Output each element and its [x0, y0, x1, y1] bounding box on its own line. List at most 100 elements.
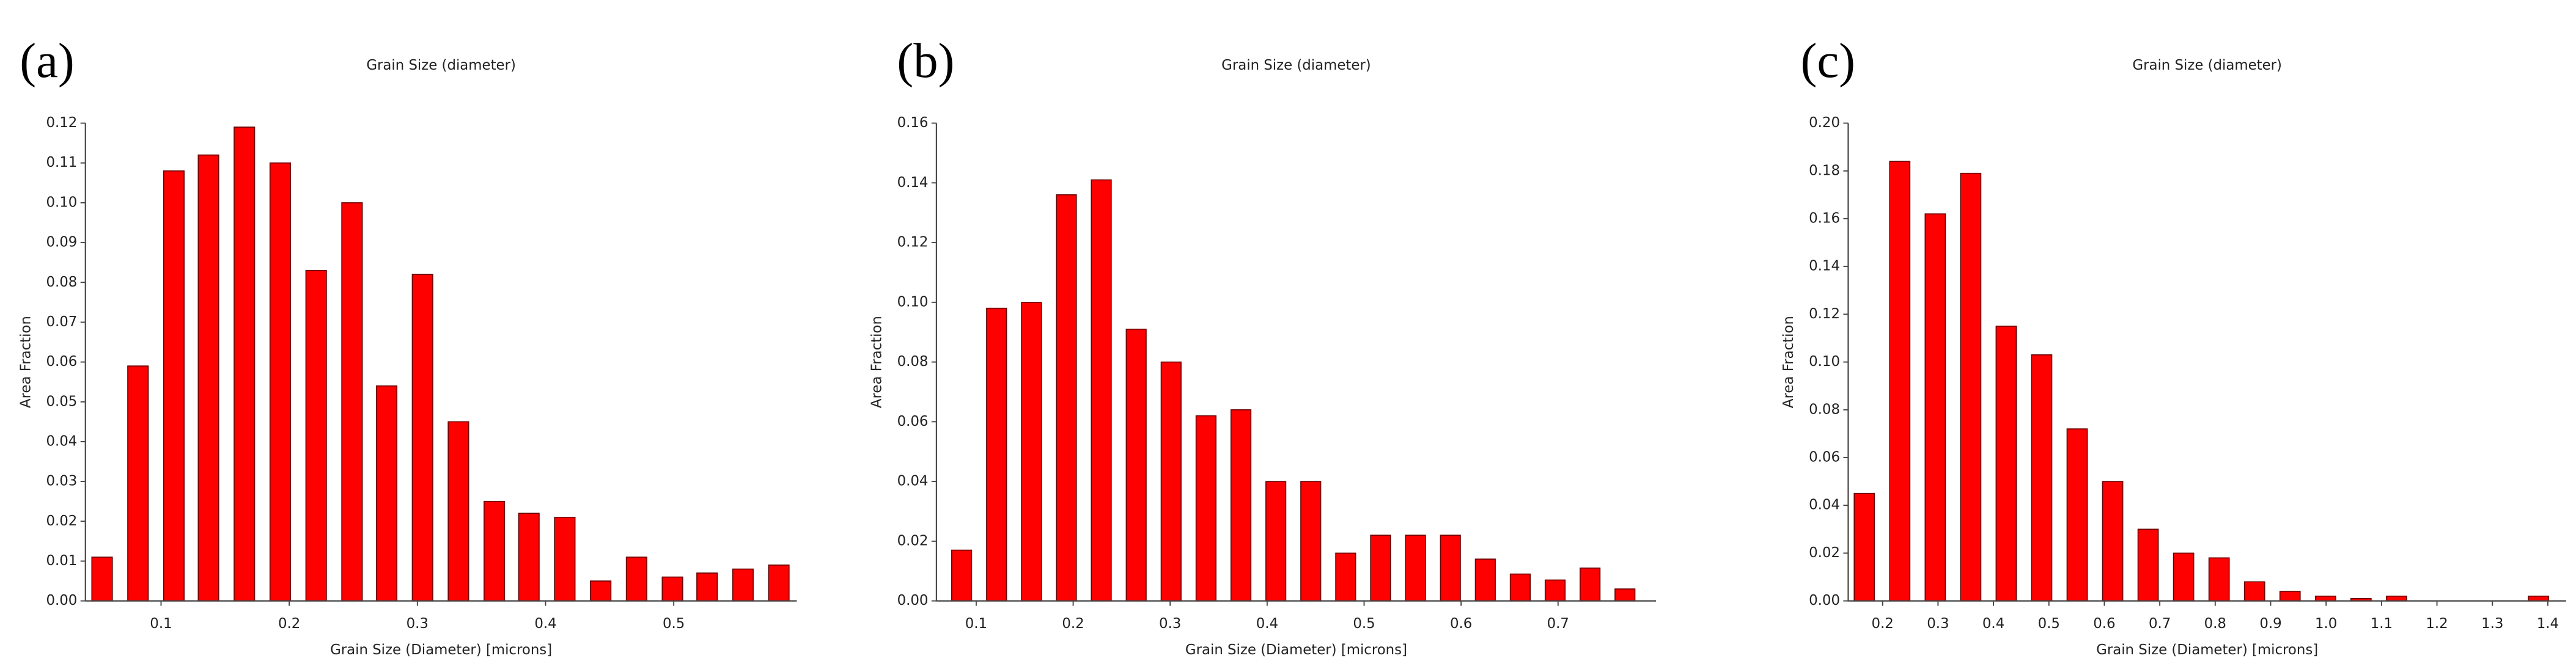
bar [2102, 481, 2124, 602]
bar [1995, 326, 2017, 602]
x-tick-label: 1.1 [2371, 616, 2393, 632]
panel-label: (c) [1801, 34, 1855, 88]
y-tick-label: 0.16 [897, 115, 929, 131]
y-tick-label: 0.12 [46, 115, 77, 131]
bar [163, 170, 185, 602]
y-tick-label: 0.10 [897, 294, 929, 310]
y-tick-label: 0.12 [897, 235, 929, 250]
bar [1889, 161, 1911, 602]
bar [1021, 302, 1042, 602]
y-tick-label: 0.04 [897, 473, 929, 489]
chart-title: Grain Size (diameter) [1221, 57, 1371, 73]
bar [2208, 557, 2230, 602]
x-tick-label: 0.3 [1927, 616, 1949, 632]
bar [1160, 361, 1182, 602]
y-tick-label: 0.12 [1809, 306, 1840, 322]
x-tick-label: 1.2 [2426, 616, 2448, 632]
x-axis-label: Grain Size (Diameter) [microns] [1185, 642, 1407, 658]
bar [1091, 179, 1112, 602]
x-axis-label: Grain Size (Diameter) [microns] [2096, 642, 2318, 658]
bar [341, 202, 363, 602]
bar [2066, 428, 2088, 602]
x-tick-label: 0.3 [1159, 616, 1181, 632]
y-tick-label: 0.06 [897, 414, 929, 429]
x-axis-label: Grain Size (Diameter) [microns] [330, 642, 552, 658]
y-tick-label: 0.00 [897, 593, 929, 608]
y-axis-label: Area Fraction [1781, 316, 1797, 408]
bar [305, 269, 327, 602]
x-tick-label: 0.1 [150, 616, 172, 632]
bar [91, 557, 113, 602]
x-tick-label: 0.4 [1982, 616, 2004, 632]
bar [2173, 552, 2195, 602]
bar [590, 580, 612, 602]
y-tick-label: 0.09 [46, 235, 77, 250]
bar [625, 557, 647, 602]
panel-label: (b) [897, 34, 954, 88]
bar [768, 564, 790, 602]
bar [661, 576, 683, 602]
bar [986, 307, 1007, 602]
bar [1125, 329, 1147, 602]
y-tick-label: 0.18 [1809, 163, 1840, 178]
x-tick-label: 0.2 [1872, 616, 1894, 632]
y-axis-label: Area Fraction [869, 316, 885, 408]
bar [1544, 579, 1566, 602]
bar [696, 572, 718, 602]
x-tick-label: 0.1 [965, 616, 987, 632]
bar [127, 365, 149, 602]
y-tick-label: 0.10 [46, 194, 77, 210]
y-tick-label: 0.03 [46, 473, 77, 489]
bar [1370, 535, 1391, 602]
x-tick-label: 0.4 [534, 616, 556, 632]
bar [1230, 409, 1252, 602]
y-tick-label: 0.16 [1809, 210, 1840, 226]
x-tick-label: 0.5 [663, 616, 685, 632]
y-tick-label: 0.00 [46, 593, 77, 608]
bar [1195, 415, 1216, 602]
x-tick-label: 0.2 [1062, 616, 1084, 632]
bar [1265, 481, 1287, 602]
bar [1474, 558, 1496, 602]
y-tick-label: 0.05 [46, 393, 77, 409]
x-tick-label: 0.5 [1353, 616, 1375, 632]
bar [1853, 492, 1875, 602]
x-tick-label: 0.9 [2259, 616, 2281, 632]
x-tick-label: 0.7 [2149, 616, 2171, 632]
y-tick-label: 0.01 [46, 553, 77, 569]
y-tick-label: 0.06 [46, 354, 77, 370]
bar [1614, 588, 1636, 602]
bar [2528, 596, 2549, 602]
bar [269, 162, 291, 602]
y-tick-label: 0.08 [46, 274, 77, 290]
x-tick-label: 0.3 [407, 616, 429, 632]
bar [1300, 481, 1322, 602]
chart-title: Grain Size (diameter) [2132, 57, 2282, 73]
bar [2314, 596, 2336, 602]
y-tick-label: 0.00 [1809, 593, 1840, 608]
y-tick-label: 0.04 [46, 433, 77, 449]
y-tick-label: 0.14 [897, 175, 929, 191]
bar [554, 516, 576, 602]
panel-label: (a) [20, 34, 74, 88]
bar [951, 549, 973, 602]
bar [2031, 354, 2053, 602]
x-tick-label: 1.0 [2315, 616, 2337, 632]
x-tick-label: 1.3 [2481, 616, 2503, 632]
bar [1405, 535, 1426, 602]
bar [518, 513, 540, 602]
y-tick-label: 0.08 [897, 354, 929, 370]
bar [1335, 552, 1356, 602]
bar [1960, 172, 1982, 602]
bar [2243, 581, 2265, 602]
y-tick-label: 0.02 [46, 513, 77, 529]
x-tick-label: 0.2 [278, 616, 300, 632]
bar [732, 568, 754, 602]
y-tick-label: 0.08 [1809, 401, 1840, 417]
x-tick-label: 1.4 [2537, 616, 2559, 632]
bar [1509, 573, 1531, 602]
bar [484, 500, 506, 602]
bar [197, 154, 219, 602]
x-tick-label: 0.8 [2204, 616, 2226, 632]
